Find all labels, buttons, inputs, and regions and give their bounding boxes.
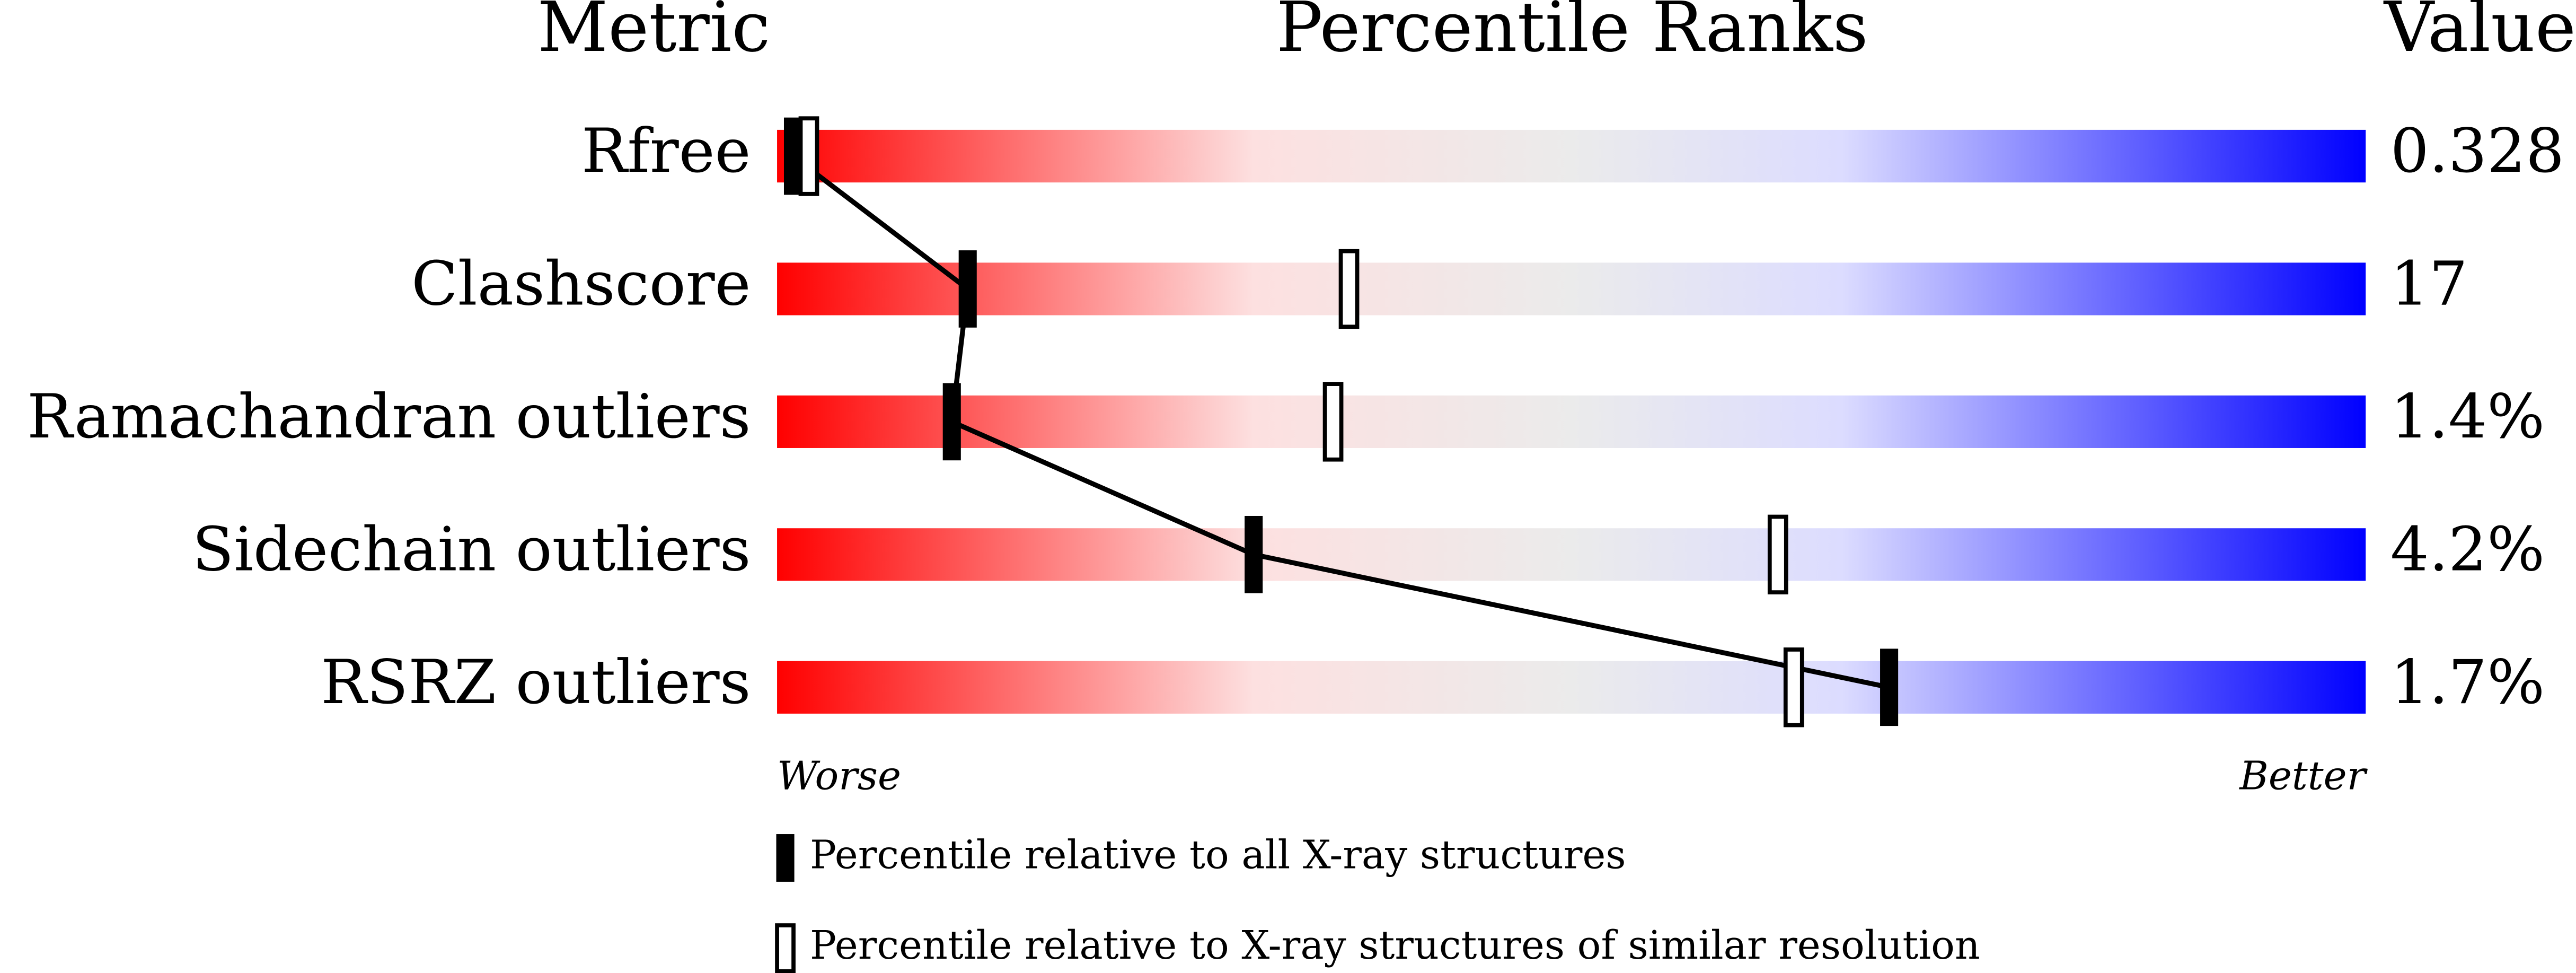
all-marker <box>958 250 977 328</box>
all-marker <box>1245 515 1263 593</box>
header-metric: Metric <box>537 0 770 67</box>
all-marker <box>1880 648 1899 726</box>
percentile-bar <box>777 661 2366 714</box>
metric-value: 4.2% <box>2390 514 2545 585</box>
axis-low-label: Worse <box>777 753 901 799</box>
percentile-bar <box>777 129 2366 183</box>
header-ranks: Percentile Ranks <box>1276 0 1868 67</box>
all-marker <box>942 383 961 461</box>
percentile-bar <box>777 262 2366 315</box>
metric-value: 0.328 <box>2390 116 2564 187</box>
similar-marker <box>1767 514 1788 594</box>
percentile-bar <box>777 395 2366 448</box>
legend-label: Percentile relative to X-ray structures … <box>810 922 1980 968</box>
all-marker <box>783 117 802 195</box>
similar-marker <box>1338 249 1360 329</box>
metric-value: 1.4% <box>2390 382 2545 452</box>
metric-label: Sidechain outliers <box>192 514 751 585</box>
metric-label: Ramachandran outliers <box>27 382 751 452</box>
percentile-bar <box>777 528 2366 581</box>
similar-marker <box>1322 382 1344 462</box>
similar-marker <box>798 116 819 196</box>
metric-value: 1.7% <box>2390 647 2545 718</box>
similar-marker <box>1783 647 1804 727</box>
axis-high-label: Better <box>2238 753 2368 799</box>
legend-swatch <box>775 923 796 973</box>
metric-value: 17 <box>2390 249 2468 319</box>
header-value: Value <box>2383 0 2576 67</box>
metric-label: RSRZ outliers <box>321 647 751 718</box>
legend-swatch <box>776 834 795 882</box>
legend-label: Percentile relative to all X-ray structu… <box>810 831 1626 878</box>
metric-label: Clashscore <box>411 249 751 319</box>
metric-label: Rfree <box>581 116 751 187</box>
